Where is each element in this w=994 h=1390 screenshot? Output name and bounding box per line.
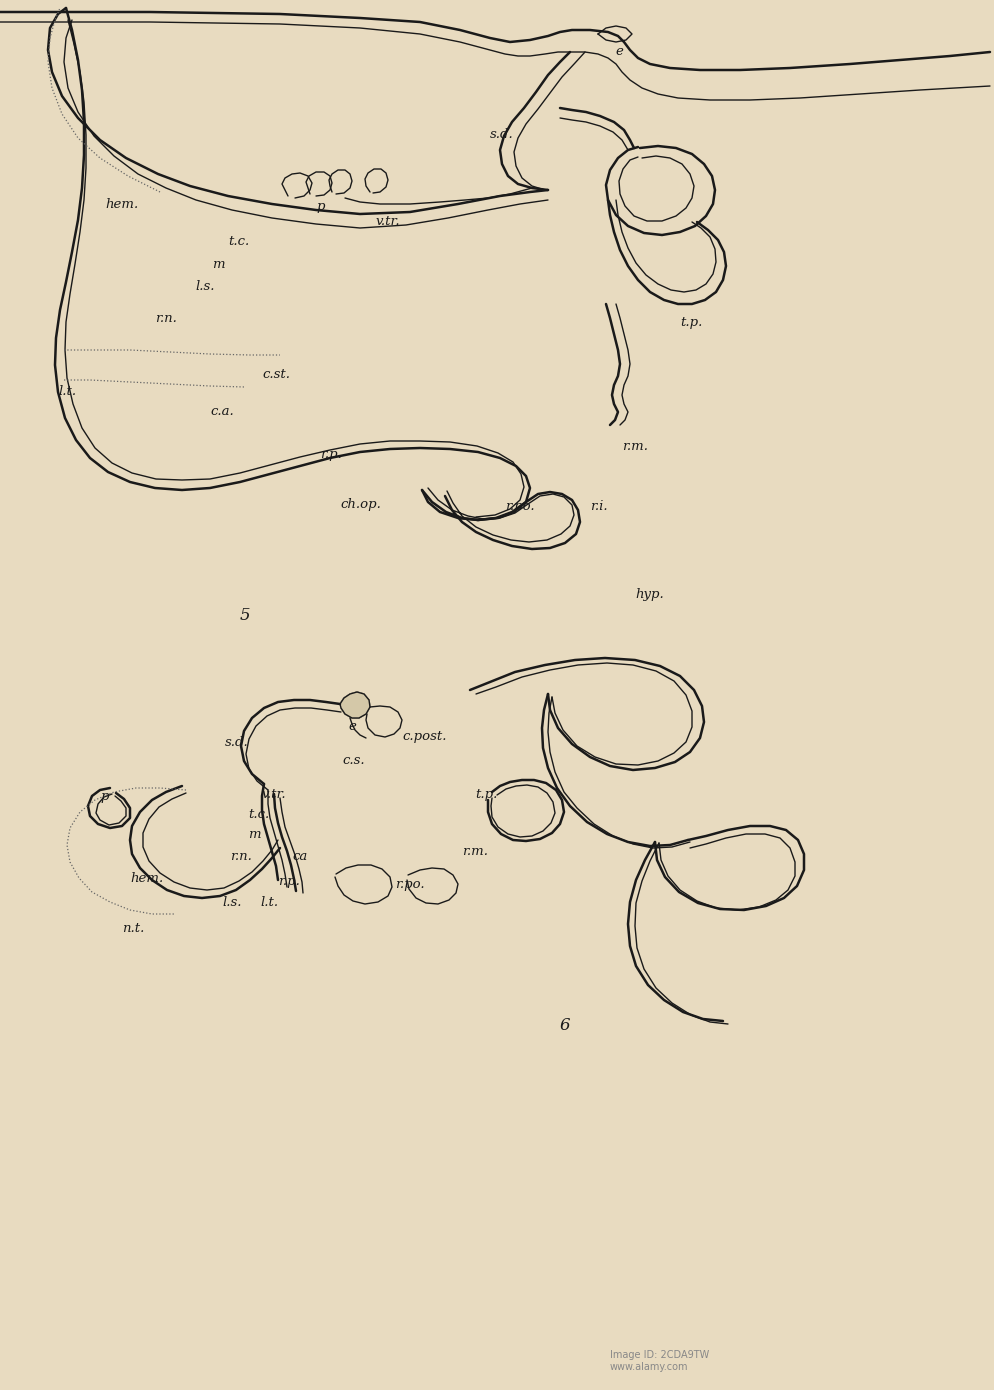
Text: v.tr.: v.tr. [262,788,286,801]
Text: l.s.: l.s. [222,897,242,909]
Text: ca: ca [292,851,307,863]
Polygon shape [340,692,370,719]
Text: v.tr.: v.tr. [375,215,400,228]
Text: s.d.: s.d. [225,735,248,749]
Text: r.n.: r.n. [155,311,177,325]
Text: l.s.: l.s. [195,279,215,293]
Text: t.c.: t.c. [228,235,249,247]
Text: l.t.: l.t. [58,385,77,398]
Text: 6: 6 [560,1017,571,1034]
Text: ch.op.: ch.op. [340,498,381,512]
Text: r.m.: r.m. [462,845,488,858]
Text: p: p [100,790,108,803]
Text: t.c.: t.c. [248,808,269,821]
Text: r.n.: r.n. [230,851,251,863]
Text: p: p [316,200,324,213]
Text: s.d.: s.d. [490,128,514,140]
Text: c.s.: c.s. [342,753,365,767]
Text: r.i.: r.i. [590,500,607,513]
Text: r.p.: r.p. [320,448,342,461]
Text: t.p.: t.p. [680,316,703,329]
Text: n.t.: n.t. [122,922,144,935]
Text: c.a.: c.a. [210,404,234,418]
Text: l.t.: l.t. [260,897,278,909]
Text: t.p.: t.p. [475,788,497,801]
Text: e: e [615,44,623,58]
Text: m: m [248,828,260,841]
Text: www.alamy.com: www.alamy.com [610,1362,689,1372]
Text: hem.: hem. [130,872,163,885]
Text: r.po.: r.po. [505,500,535,513]
Text: hem.: hem. [105,197,138,211]
Text: 5: 5 [240,607,250,624]
Text: hyp.: hyp. [635,588,664,600]
Text: r.m.: r.m. [622,441,648,453]
Text: Image ID: 2CDA9TW: Image ID: 2CDA9TW [610,1350,710,1359]
Text: r.p.: r.p. [278,874,300,888]
Text: c.st.: c.st. [262,368,290,381]
Text: c.post.: c.post. [402,730,446,744]
Text: r.po.: r.po. [395,878,424,891]
Text: e: e [348,720,356,733]
Text: m: m [212,259,225,271]
